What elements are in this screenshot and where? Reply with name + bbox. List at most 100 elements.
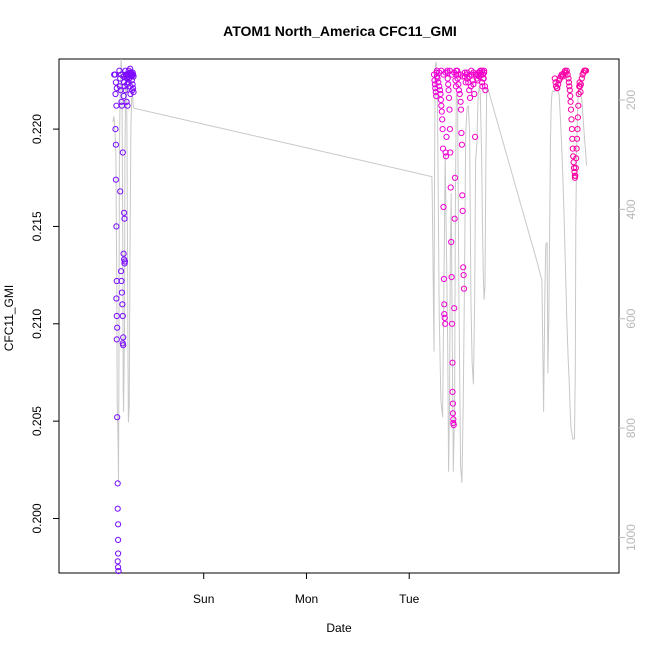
data-point bbox=[449, 400, 456, 407]
data-point bbox=[120, 92, 127, 100]
data-point bbox=[120, 334, 127, 341]
points-layer bbox=[111, 65, 590, 575]
altitude-line bbox=[112, 58, 587, 483]
data-point bbox=[112, 126, 119, 133]
data-point bbox=[449, 410, 456, 417]
data-point bbox=[129, 81, 136, 88]
data-point bbox=[448, 238, 455, 246]
data-point bbox=[481, 83, 489, 90]
data-point bbox=[457, 106, 465, 113]
data-point bbox=[462, 79, 469, 86]
data-point bbox=[450, 416, 457, 423]
data-point bbox=[114, 558, 121, 565]
data-point bbox=[567, 106, 575, 113]
data-point bbox=[115, 567, 122, 575]
data-point bbox=[571, 168, 578, 175]
data-point bbox=[460, 272, 467, 279]
data-point bbox=[555, 81, 562, 88]
data-point bbox=[445, 94, 453, 102]
data-point bbox=[471, 90, 478, 98]
data-point bbox=[478, 79, 486, 86]
y2-tick-label: 800 bbox=[624, 418, 638, 438]
data-point bbox=[564, 71, 571, 78]
data-point bbox=[113, 102, 120, 109]
data-point bbox=[568, 116, 575, 123]
data-point bbox=[565, 79, 573, 86]
data-point bbox=[442, 320, 449, 327]
data-point bbox=[573, 135, 581, 142]
data-point bbox=[118, 268, 125, 275]
data-point bbox=[112, 90, 119, 98]
y-tick-label: 0.215 bbox=[30, 211, 44, 241]
data-point bbox=[124, 102, 131, 109]
data-point bbox=[437, 96, 444, 104]
data-point bbox=[574, 126, 581, 133]
data-point bbox=[439, 126, 446, 133]
data-point bbox=[442, 153, 450, 160]
data-point bbox=[582, 67, 590, 74]
data-point bbox=[113, 312, 120, 320]
data-point bbox=[441, 314, 448, 321]
data-point bbox=[115, 536, 122, 544]
data-point bbox=[455, 81, 462, 88]
data-point bbox=[446, 106, 453, 113]
data-point bbox=[121, 215, 128, 222]
data-point bbox=[448, 320, 456, 327]
y2-tick-label: 1000 bbox=[624, 524, 638, 551]
data-point bbox=[436, 87, 444, 94]
data-point bbox=[458, 141, 465, 148]
data-point bbox=[482, 87, 489, 94]
data-point bbox=[573, 155, 580, 162]
data-point bbox=[577, 89, 584, 96]
y-tick-label: 0.205 bbox=[30, 406, 44, 436]
data-point bbox=[446, 126, 453, 133]
data-point bbox=[445, 87, 452, 94]
data-point bbox=[130, 73, 137, 80]
data-point bbox=[435, 79, 442, 86]
data-point bbox=[479, 83, 486, 90]
data-point bbox=[114, 414, 121, 421]
data-point bbox=[120, 342, 127, 349]
data-point bbox=[567, 92, 574, 100]
data-point bbox=[568, 126, 576, 133]
data-point bbox=[565, 75, 572, 82]
series-1 bbox=[111, 65, 137, 575]
data-point bbox=[113, 336, 120, 343]
data-point bbox=[574, 114, 582, 121]
data-point bbox=[438, 108, 445, 115]
data-point bbox=[119, 312, 126, 320]
data-point bbox=[445, 81, 452, 88]
y2-tick-label: 200 bbox=[624, 90, 638, 110]
data-point bbox=[481, 67, 488, 74]
data-point bbox=[569, 135, 576, 142]
data-point bbox=[458, 129, 465, 137]
chart-title: ATOM1 North_America CFC11_GMI bbox=[223, 23, 457, 39]
data-point bbox=[120, 250, 127, 257]
data-point bbox=[459, 73, 466, 80]
data-point bbox=[457, 98, 464, 105]
data-point bbox=[451, 174, 459, 181]
data-point bbox=[112, 71, 119, 78]
data-point bbox=[572, 172, 579, 179]
data-point bbox=[114, 480, 121, 487]
data-point bbox=[554, 85, 561, 92]
y-tick-label: 0.210 bbox=[30, 308, 44, 338]
data-point bbox=[578, 75, 585, 82]
data-point bbox=[437, 90, 444, 98]
data-point bbox=[455, 87, 462, 94]
data-point bbox=[566, 83, 573, 90]
data-point bbox=[128, 77, 135, 84]
data-point bbox=[112, 141, 120, 148]
data-point bbox=[480, 75, 487, 82]
data-point bbox=[115, 564, 122, 571]
y-axis-label: CFC11_GMI bbox=[2, 285, 16, 351]
data-point bbox=[440, 203, 447, 211]
y2-tick-label: 400 bbox=[624, 199, 638, 219]
series-2 bbox=[430, 67, 489, 429]
data-point bbox=[456, 90, 463, 98]
data-point bbox=[472, 133, 479, 140]
x-tick-label: Sun bbox=[193, 592, 214, 606]
y2-tick-label: 600 bbox=[624, 308, 638, 328]
x-tick-label: Tue bbox=[399, 592, 420, 606]
data-point bbox=[443, 133, 450, 140]
